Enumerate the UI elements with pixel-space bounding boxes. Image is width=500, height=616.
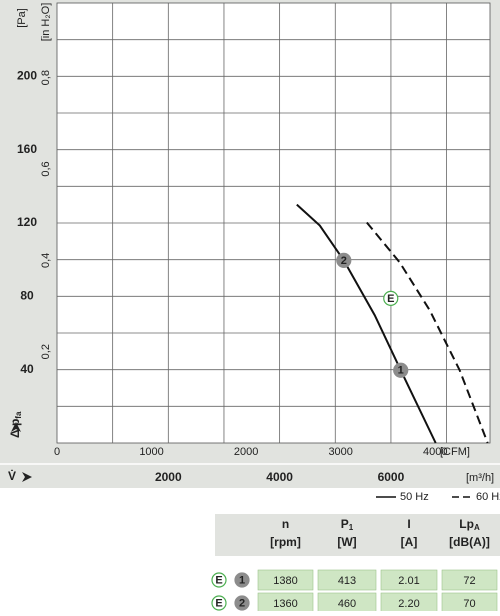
point-label: E [387, 293, 394, 305]
table-value: 460 [338, 598, 356, 610]
operating-point [234, 595, 250, 611]
y2-unit: [in H₂O] [40, 3, 52, 42]
operating-point [211, 595, 227, 611]
x-tick-label: 6000 [378, 470, 405, 484]
x-label: V̇ [8, 468, 16, 483]
table-value: 72 [463, 575, 475, 587]
column-name: n [282, 517, 289, 531]
y-tick-label: 200 [17, 69, 37, 83]
column-unit: [rpm] [270, 535, 301, 549]
column-unit: [A] [401, 535, 418, 549]
y-tick-label: 80 [20, 289, 34, 303]
operating-point [211, 572, 227, 588]
x-unit: [m³/h] [466, 472, 494, 484]
y-label-arrow [11, 422, 21, 432]
column-name: LpA [459, 517, 480, 532]
legend-label: 60 Hz [476, 491, 500, 503]
table-value: 70 [463, 598, 475, 610]
x2-unit: [CFM] [440, 446, 470, 458]
table-cell [317, 569, 377, 591]
operating-point [383, 290, 399, 306]
x2-tick-label: 1000 [139, 446, 163, 458]
column-unit: [W] [337, 535, 356, 549]
x-tick-label: 2000 [155, 470, 182, 484]
column-name-main: I [407, 517, 410, 531]
y-tick-label: 120 [17, 215, 37, 229]
point-label: 2 [341, 255, 347, 267]
table-value: 2.01 [398, 575, 419, 587]
x-tick-label: 4000 [266, 470, 293, 484]
column-name: I [407, 517, 410, 531]
y2-tick-label: 0,2 [40, 344, 52, 359]
line [366, 221, 489, 444]
column-name-sub: 1 [349, 523, 354, 532]
point-label: 1 [398, 365, 404, 377]
table-header-bg [215, 514, 500, 556]
table-value: 2.20 [398, 598, 419, 610]
column-name-main: Lp [459, 517, 474, 531]
legend-label: 50 Hz [400, 491, 429, 503]
column-name-main: P [341, 517, 349, 531]
operating-point [234, 572, 250, 588]
point-label: E [215, 597, 222, 609]
y2-tick-label: 0,6 [40, 161, 52, 176]
column-name-sub: A [474, 523, 480, 532]
table-cell [257, 569, 314, 591]
y2-tick-label: 0,8 [40, 70, 52, 85]
y-tick-label: 40 [20, 362, 34, 376]
x2-tick-label: 3000 [328, 446, 352, 458]
point-label: 1 [239, 574, 245, 586]
x2-tick-label: 2000 [234, 446, 258, 458]
table-value: 1360 [273, 598, 297, 610]
line [296, 203, 437, 444]
column-unit: [dB(A)] [449, 535, 490, 549]
table-cell [441, 569, 498, 591]
table-value: 1380 [273, 575, 297, 587]
column-name: P1 [341, 517, 354, 532]
y-unit: [Pa] [16, 8, 28, 28]
x-label-arrow [22, 472, 32, 482]
column-name-main: n [282, 517, 289, 531]
y2-tick-label: 0,4 [40, 253, 52, 268]
point-label: 2 [239, 597, 245, 609]
point-label: E [215, 574, 222, 586]
operating-point [336, 252, 352, 268]
operating-point [393, 362, 409, 378]
table-value: 413 [338, 575, 356, 587]
x2-tick-label: 0 [54, 446, 60, 458]
x2-tick-label: 4000 [423, 446, 447, 458]
table-cell [380, 569, 438, 591]
y-label-sub: fa [14, 411, 23, 419]
y-tick-label: 160 [17, 142, 37, 156]
